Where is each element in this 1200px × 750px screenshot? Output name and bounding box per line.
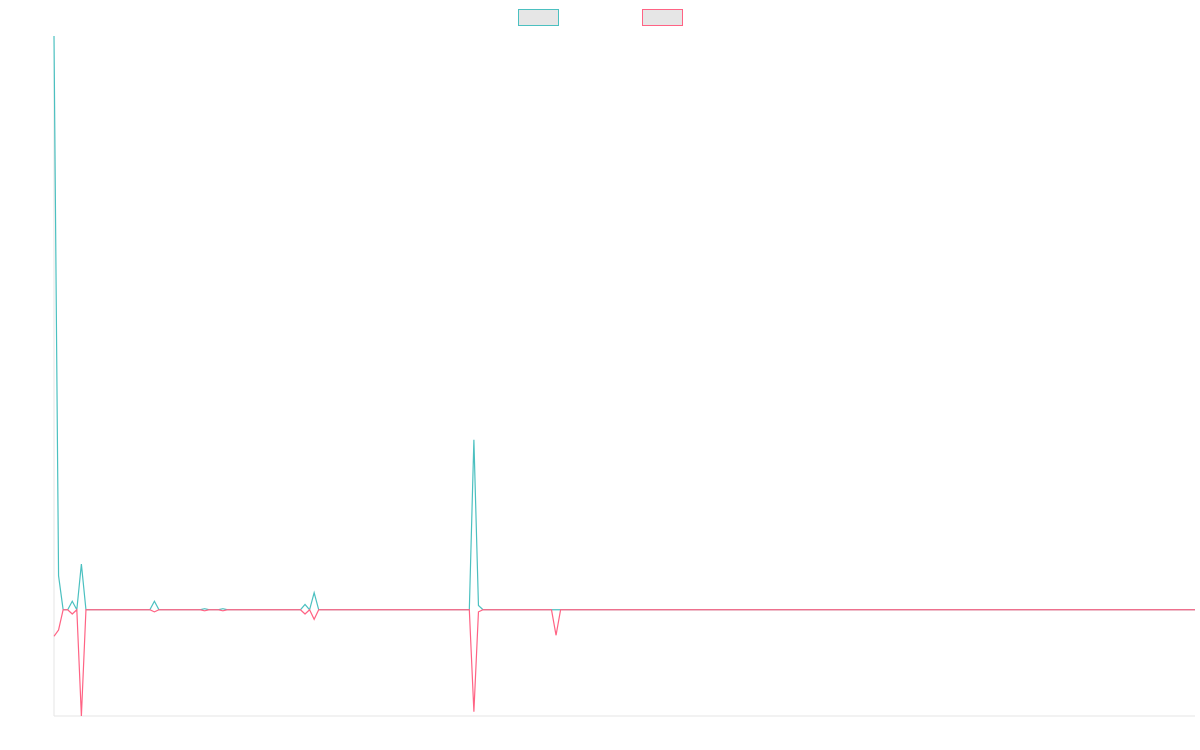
series-line <box>53 35 1195 612</box>
legend-swatch <box>642 9 683 26</box>
series-line <box>53 608 1195 717</box>
legend-swatch <box>518 9 559 26</box>
